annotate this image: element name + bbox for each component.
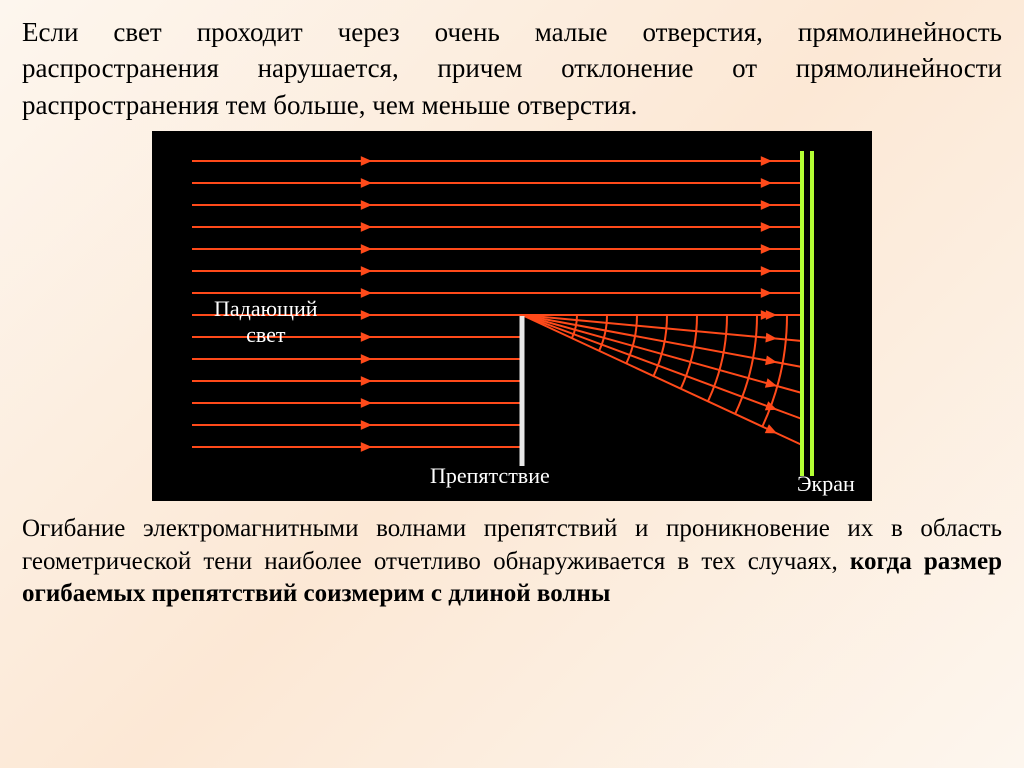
label-obstacle: Препятствие <box>430 463 550 489</box>
diffraction-diagram: Падающий свет Препятствие Экран <box>152 131 872 501</box>
paragraph-top: Если свет проходит через очень малые отв… <box>22 14 1002 123</box>
paragraph-bottom: Огибание электромагнитными волнами препя… <box>22 513 1002 611</box>
label-incident-light: Падающий свет <box>214 296 318 348</box>
label-screen: Экран <box>797 471 855 497</box>
diagram-container: Падающий свет Препятствие Экран <box>22 131 1002 501</box>
